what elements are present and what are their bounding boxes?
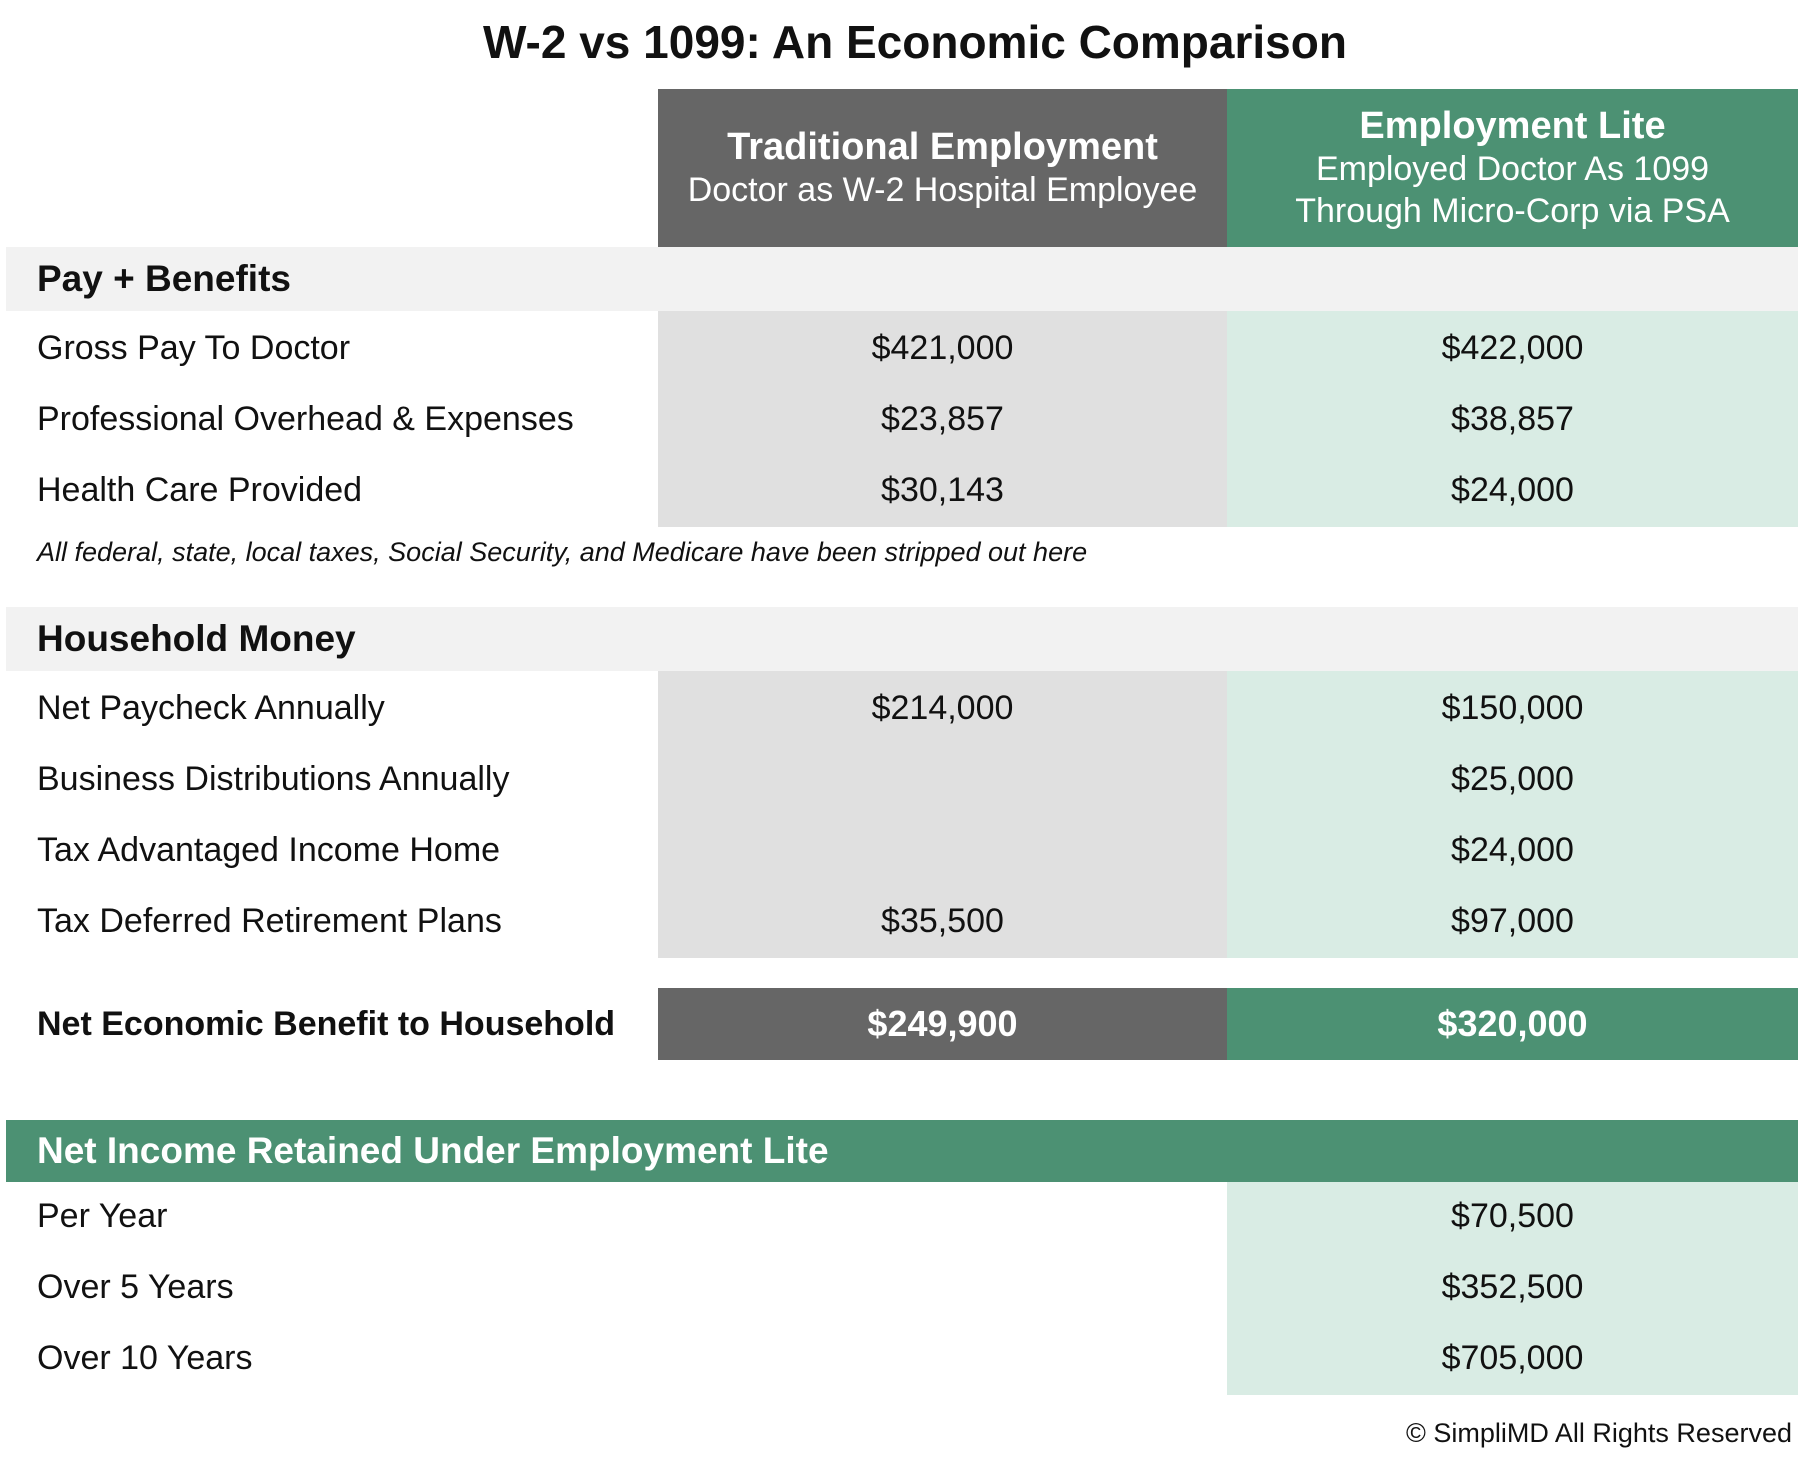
value-traditional-gross-pay: $421,000 [871, 329, 1014, 367]
column-subtitle-lite-line1: Employed Doctor As 1099 [1315, 150, 1710, 188]
value-lite-tax-advantaged: $24,000 [1451, 831, 1574, 869]
total-value-lite: $320,000 [1227, 988, 1798, 1060]
value-traditional-tax-advantaged [658, 815, 1227, 886]
page-title: W-2 vs 1099: An Economic Comparison [483, 16, 1347, 68]
tax-note: All federal, state, local taxes, Social … [37, 537, 1088, 567]
retained-values-block [1227, 1182, 1798, 1395]
value-lite-overhead: $38,857 [1451, 400, 1574, 438]
row-label-net-paycheck: Net Paycheck Annually [37, 689, 385, 727]
row-label-gross-pay: Gross Pay To Doctor [37, 329, 351, 367]
row-label-tax-advantaged: Tax Advantaged Income Home [37, 831, 501, 869]
column-header-traditional: Traditional Employment Doctor as W-2 Hos… [658, 89, 1227, 247]
traditional-household-block [658, 671, 1227, 958]
value-traditional-retirement-plans: $35,500 [881, 902, 1004, 940]
value-traditional-net-paycheck: $214,000 [871, 689, 1014, 727]
traditional-column-block [658, 311, 1227, 527]
section-heading-household-money: Household Money [6, 607, 1798, 671]
row-label-over-5-years: Over 5 Years [37, 1268, 234, 1306]
section-heading-net-income-retained: Net Income Retained Under Employment Lit… [6, 1120, 1798, 1182]
row-label-overhead: Professional Overhead & Expenses [37, 400, 574, 438]
column-header-lite: Employment Lite Employed Doctor As 1099 … [1227, 89, 1798, 247]
copyright-footer: © SimpliMD All Rights Reserved [1405, 1418, 1792, 1448]
value-lite-health-care: $24,000 [1451, 471, 1574, 509]
section-heading-pay-benefits: Pay + Benefits [6, 247, 1798, 311]
row-label-retirement-plans: Tax Deferred Retirement Plans [37, 902, 502, 940]
total-label: Net Economic Benefit to Household [37, 1005, 616, 1043]
value-lite-retirement-plans: $97,000 [1451, 902, 1574, 940]
row-label-health-care: Health Care Provided [37, 471, 363, 509]
value-traditional-business-distributions [658, 744, 1227, 815]
column-subtitle-lite-line2: Through Micro-Corp via PSA [1295, 192, 1730, 230]
column-subtitle-traditional: Doctor as W-2 Hospital Employee [687, 171, 1198, 209]
column-title-traditional: Traditional Employment [727, 126, 1158, 168]
value-over-10-years: $705,000 [1441, 1339, 1584, 1377]
value-lite-gross-pay: $422,000 [1441, 329, 1584, 367]
value-lite-net-paycheck: $150,000 [1441, 689, 1584, 727]
value-lite-business-distributions: $25,000 [1451, 760, 1574, 798]
lite-column-block [1227, 311, 1798, 527]
total-value-traditional: $249,900 [658, 988, 1227, 1060]
row-label-per-year: Per Year [37, 1197, 168, 1235]
value-traditional-health-care: $30,143 [881, 471, 1004, 509]
value-per-year: $70,500 [1451, 1197, 1574, 1235]
row-label-business-distributions: Business Distributions Annually [37, 760, 510, 798]
column-title-lite: Employment Lite [1359, 105, 1666, 147]
row-label-over-10-years: Over 10 Years [37, 1339, 253, 1377]
lite-household-block [1227, 671, 1798, 958]
value-over-5-years: $352,500 [1441, 1268, 1584, 1306]
value-traditional-overhead: $23,857 [881, 400, 1004, 438]
